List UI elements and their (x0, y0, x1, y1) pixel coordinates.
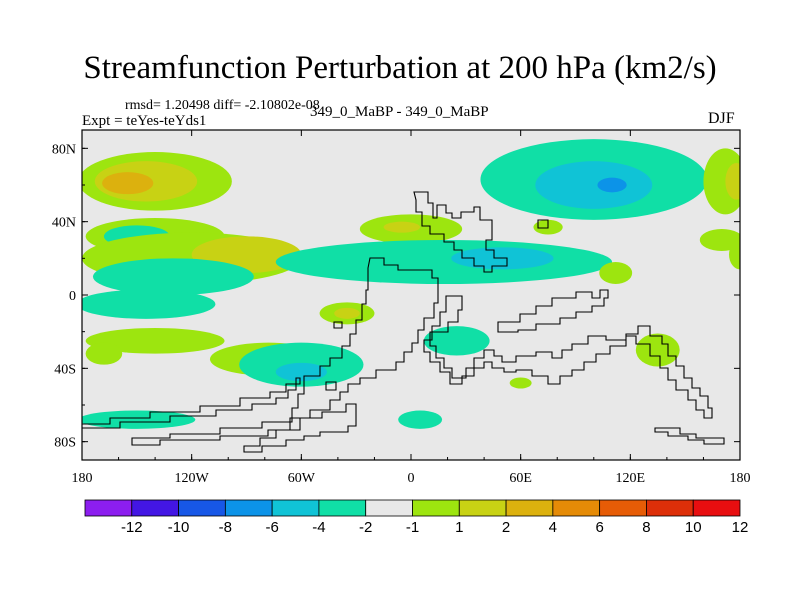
contour-region-15 (703, 148, 740, 215)
y-tick-label: 40S (54, 362, 76, 377)
contour-region-32 (635, 333, 680, 367)
colorbar-label: 12 (732, 519, 749, 536)
contour-region-14 (597, 177, 627, 193)
stats-text: rmsd= 1.20498 diff= -2.10802e-08 (125, 98, 320, 113)
contour-region-28 (85, 342, 123, 365)
x-tick-label: 120E (616, 471, 646, 486)
contour-region-20 (599, 262, 633, 284)
colorbar: -12 -10 -8 -6 -4 -2 -1 1 2 4 6 8 10 12 (84, 499, 749, 536)
colorbar-label: -6 (265, 519, 278, 536)
axes-layer: 180 120W 60W 0 60E 120E 180 80N 40N 0 40S 80S (52, 130, 751, 486)
colorbar-label: -2 (359, 519, 372, 536)
contour-region-19 (729, 240, 740, 270)
colorbar-swatch (271, 499, 320, 517)
x-tick-label: 60E (509, 471, 532, 486)
y-tick-label: 80S (54, 436, 76, 451)
contour-region-31 (398, 410, 443, 429)
center-label: 349_0_MaBP - 349_0_MaBP (310, 104, 489, 120)
coastline-asia-east (497, 289, 609, 333)
contour-region-30 (509, 377, 532, 389)
experiment-text: Expt = teYes-teYds1 (82, 113, 207, 129)
contour-region-2 (102, 172, 154, 195)
colorbar-swatch (505, 499, 554, 517)
colorbar-label: -10 (168, 519, 190, 536)
colorbar-swatch (84, 499, 133, 517)
coastline-right-island (654, 427, 725, 445)
coastline-antarctic-peninsula (82, 377, 301, 429)
contour-region-29 (423, 326, 490, 356)
contour-region-23 (82, 289, 216, 319)
contour-region-10 (275, 240, 613, 284)
contour-region-7 (92, 258, 254, 295)
contour-region-24 (85, 328, 225, 354)
contour-region-9 (383, 221, 421, 233)
y-tick-label: 0 (69, 289, 76, 304)
colorbar-swatch (318, 499, 367, 517)
colorbar-label: -1 (406, 519, 419, 536)
coastline-small-island-a (333, 321, 343, 329)
colorbar-label: 10 (685, 519, 702, 536)
colorbar-label: 6 (595, 519, 603, 536)
colorbar-swatch (692, 499, 741, 517)
contour-region-18 (699, 229, 740, 251)
coastline-small-island-c (325, 381, 337, 391)
colorbar-label: 4 (549, 519, 557, 536)
colorbar-swatch (178, 499, 226, 517)
contour-region-22 (334, 307, 360, 319)
colorbar-swatch (599, 499, 647, 517)
contour-region-33 (82, 410, 196, 429)
season-label: DJF (708, 110, 735, 127)
colorbar-swatch (412, 499, 460, 517)
coastline-layer (82, 191, 725, 453)
contour-region-27 (275, 362, 327, 382)
contour-region-13 (535, 161, 653, 209)
colorbar-label: -4 (312, 519, 325, 536)
x-tick-label: 0 (408, 471, 415, 486)
coastline-eurasia-south (423, 295, 713, 419)
colorbar-label: -12 (121, 519, 143, 536)
y-tick-label: 80N (52, 142, 76, 157)
x-tick-label: 120W (175, 471, 210, 486)
colorbar-swatch (131, 499, 179, 517)
y-tick-label: 40N (52, 216, 76, 231)
colorbar-swatch (224, 499, 273, 517)
colorbar-swatch (646, 499, 694, 517)
contour-fill-layer (82, 139, 740, 429)
colorbar-swatch (552, 499, 601, 517)
colorbar-label: 8 (642, 519, 650, 536)
coastline-small-island-b (537, 219, 549, 229)
colorbar-swatch (458, 499, 507, 517)
colorbar-label: 1 (455, 519, 463, 536)
coastline-southern (243, 403, 357, 453)
x-tick-label: 180 (730, 471, 751, 486)
chart-title: Streamfunction Perturbation at 200 hPa (… (83, 50, 717, 86)
contour-region-16 (725, 163, 740, 200)
coastline-north-africa (413, 191, 508, 273)
x-tick-label: 180 (72, 471, 93, 486)
coastline-americas (131, 257, 439, 446)
x-tick-label: 60W (288, 471, 316, 486)
colorbar-label: -8 (219, 519, 232, 536)
colorbar-label: 2 (502, 519, 510, 536)
colorbar-swatch (365, 499, 413, 517)
